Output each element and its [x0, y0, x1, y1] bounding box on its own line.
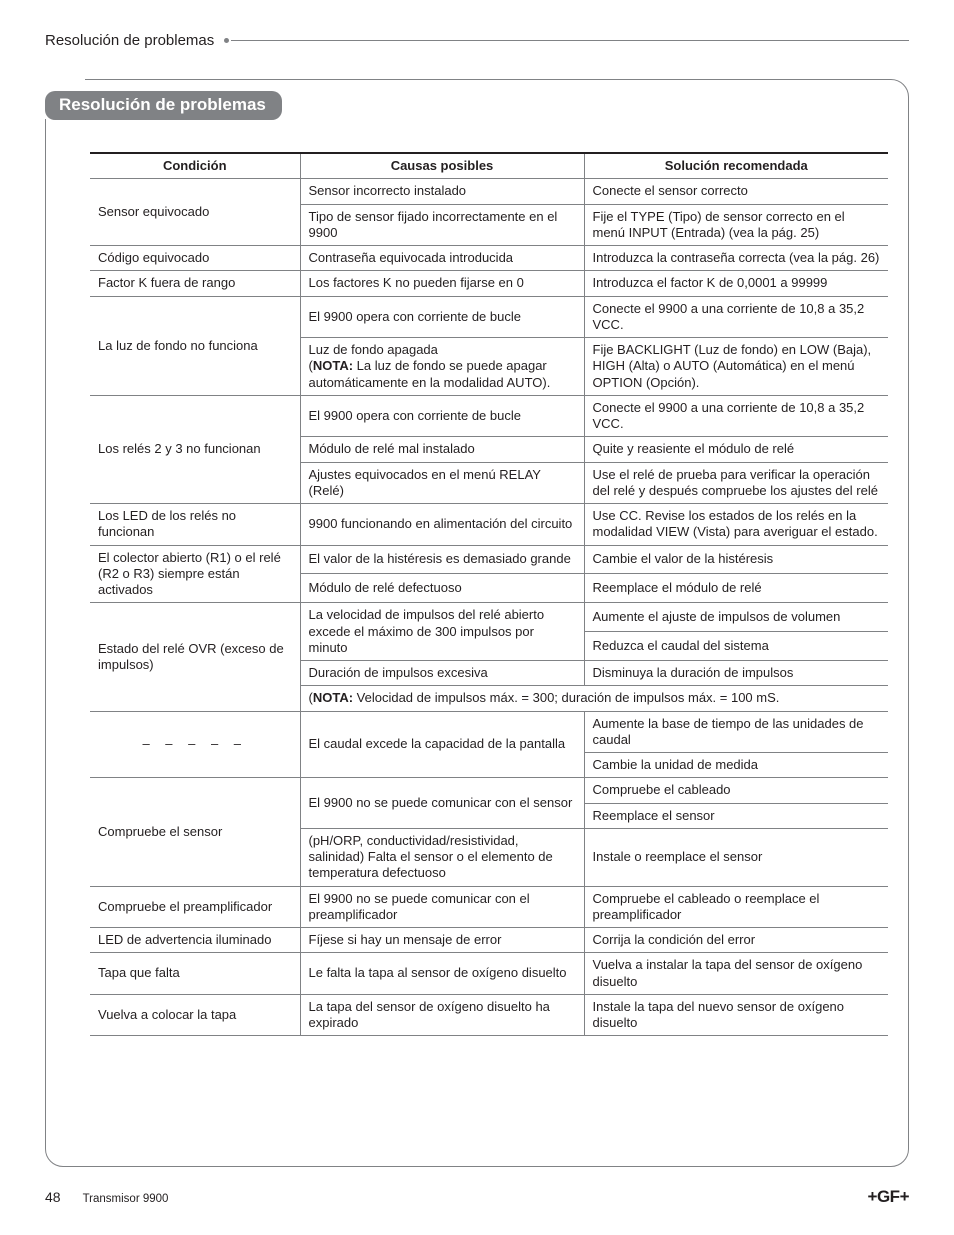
- cond-cell: Vuelva a colocar la tapa: [90, 994, 300, 1036]
- sol-cell: Cambie el valor de la histéresis: [584, 545, 888, 574]
- note-label: NOTA:: [313, 358, 353, 373]
- cause-cell: El 9900 opera con corriente de bucle: [300, 395, 584, 437]
- table-row: Compruebe el sensor El 9900 no se puede …: [90, 778, 888, 803]
- gf-logo: +GF+: [868, 1187, 909, 1207]
- cause-cell: El 9900 opera con corriente de bucle: [300, 296, 584, 338]
- cause-text-a: Luz de fondo apagada: [309, 342, 438, 357]
- sol-cell: Compruebe el cableado: [584, 778, 888, 803]
- cond-cell: Compruebe el preamplificador: [90, 886, 300, 928]
- cause-cell: El 9900 no se puede comunicar con el sen…: [300, 778, 584, 829]
- table-row: Código equivocado Contraseña equivocada …: [90, 246, 888, 271]
- note-cell: (NOTA: Velocidad de impulsos máx. = 300;…: [300, 686, 888, 711]
- sol-cell: Introduzca la contraseña correcta (vea l…: [584, 246, 888, 271]
- cause-cell: El 9900 no se puede comunicar con el pre…: [300, 886, 584, 928]
- col-solution: Solución recomendada: [584, 153, 888, 179]
- header-rule: [231, 40, 909, 41]
- troubleshooting-table-wrap: Condición Causas posibles Solución recom…: [90, 152, 888, 1036]
- sol-cell: Conecte el sensor correcto: [584, 179, 888, 204]
- sol-cell: Reemplace el módulo de relé: [584, 574, 888, 603]
- col-condition: Condición: [90, 153, 300, 179]
- cond-cell: LED de advertencia iluminado: [90, 928, 300, 953]
- table-row: Los relés 2 y 3 no funcionan El 9900 ope…: [90, 395, 888, 437]
- note-label: NOTA:: [313, 690, 353, 705]
- cond-cell: La luz de fondo no funciona: [90, 296, 300, 395]
- sol-cell: Vuelva a instalar la tapa del sensor de …: [584, 953, 888, 995]
- sol-cell: Reduzca el caudal del sistema: [584, 632, 888, 661]
- table-row: Compruebe el preamplificador El 9900 no …: [90, 886, 888, 928]
- table-row: Factor K fuera de rango Los factores K n…: [90, 271, 888, 296]
- sol-cell: Aumente el ajuste de impulsos de volumen: [584, 603, 888, 632]
- table-row: La luz de fondo no funciona El 9900 oper…: [90, 296, 888, 338]
- cause-cell: Tipo de sensor fijado incorrectamente en…: [300, 204, 584, 246]
- table-header-row: Condición Causas posibles Solución recom…: [90, 153, 888, 179]
- cause-cell: El caudal excede la capacidad de la pant…: [300, 711, 584, 778]
- troubleshooting-table: Condición Causas posibles Solución recom…: [90, 152, 888, 1036]
- cause-cell: Contraseña equivocada introducida: [300, 246, 584, 271]
- footer-left: 48 Transmisor 9900: [45, 1189, 168, 1205]
- content-frame: Resolución de problemas Condición Causas…: [45, 79, 909, 1167]
- table-row: Tapa que falta Le falta la tapa al senso…: [90, 953, 888, 995]
- cause-cell: Le falta la tapa al sensor de oxígeno di…: [300, 953, 584, 995]
- cause-cell: La velocidad de impulsos del relé abiert…: [300, 603, 584, 661]
- cause-cell: Los factores K no pueden fijarse en 0: [300, 271, 584, 296]
- sol-cell: Use el relé de prueba para verificar la …: [584, 462, 888, 504]
- page-footer: 48 Transmisor 9900 +GF+: [45, 1187, 909, 1207]
- cause-cell: Módulo de relé defectuoso: [300, 574, 584, 603]
- cause-cell: Módulo de relé mal instalado: [300, 437, 584, 462]
- sol-cell: Fije BACKLIGHT (Luz de fondo) en LOW (Ba…: [584, 338, 888, 396]
- running-header: Resolución de problemas: [45, 32, 909, 49]
- doc-title: Transmisor 9900: [83, 1193, 169, 1205]
- table-row: LED de advertencia iluminado Fíjese si h…: [90, 928, 888, 953]
- cause-cell: 9900 funcionando en alimentación del cir…: [300, 504, 584, 546]
- sol-cell: Use CC. Revise los estados de los relés …: [584, 504, 888, 546]
- sol-cell: Fije el TYPE (Tipo) de sensor correcto e…: [584, 204, 888, 246]
- cause-cell: Ajustes equivocados en el menú RELAY (Re…: [300, 462, 584, 504]
- sol-cell: Cambie la unidad de medida: [584, 753, 888, 778]
- cause-cell: El valor de la histéresis es demasiado g…: [300, 545, 584, 574]
- page: Resolución de problemas Resolución de pr…: [0, 0, 954, 1235]
- sol-cell: Aumente la base de tiempo de las unidade…: [584, 711, 888, 753]
- table-row: Vuelva a colocar la tapa La tapa del sen…: [90, 994, 888, 1036]
- sol-cell: Quite y reasiente el módulo de relé: [584, 437, 888, 462]
- cause-cell: Sensor incorrecto instalado: [300, 179, 584, 204]
- table-row: Los LED de los relés no funcionan 9900 f…: [90, 504, 888, 546]
- table-row: – – – – – El caudal excede la capacidad …: [90, 711, 888, 753]
- cond-cell: Factor K fuera de rango: [90, 271, 300, 296]
- col-causes: Causas posibles: [300, 153, 584, 179]
- sol-cell: Reemplace el sensor: [584, 803, 888, 828]
- cond-cell: Tapa que falta: [90, 953, 300, 995]
- section-title-tab: Resolución de problemas: [45, 91, 282, 120]
- sol-cell: Compruebe el cableado o reemplace el pre…: [584, 886, 888, 928]
- cond-cell: Código equivocado: [90, 246, 300, 271]
- header-bullet: [224, 38, 229, 43]
- page-number: 48: [45, 1189, 61, 1205]
- cause-cell: Duración de impulsos excesiva: [300, 661, 584, 686]
- note-text: Velocidad de impulsos máx. = 300; duraci…: [353, 690, 779, 705]
- cause-cell: (pH/ORP, conductividad/resistividad, sal…: [300, 828, 584, 886]
- cond-cell-dashes: – – – – –: [90, 711, 300, 778]
- sol-cell: Instale o reemplace el sensor: [584, 828, 888, 886]
- cond-cell: Sensor equivocado: [90, 179, 300, 246]
- sol-cell: Introduzca el factor K de 0,0001 a 99999: [584, 271, 888, 296]
- cond-cell: Los relés 2 y 3 no funcionan: [90, 395, 300, 503]
- sol-cell: Disminuya la duración de impulsos: [584, 661, 888, 686]
- cause-cell: Luz de fondo apagada (NOTA: La luz de fo…: [300, 338, 584, 396]
- running-title: Resolución de problemas: [45, 32, 224, 49]
- cause-cell: La tapa del sensor de oxígeno disuelto h…: [300, 994, 584, 1036]
- sol-cell: Conecte el 9900 a una corriente de 10,8 …: [584, 395, 888, 437]
- table-row: Sensor equivocado Sensor incorrecto inst…: [90, 179, 888, 204]
- cond-cell: Estado del relé OVR (exceso de impulsos): [90, 603, 300, 711]
- table-row: Estado del relé OVR (exceso de impulsos)…: [90, 603, 888, 632]
- sol-cell: Conecte el 9900 a una corriente de 10,8 …: [584, 296, 888, 338]
- sol-cell: Corrija la condición del error: [584, 928, 888, 953]
- table-row: El colector abierto (R1) o el relé (R2 o…: [90, 545, 888, 574]
- cond-cell: El colector abierto (R1) o el relé (R2 o…: [90, 545, 300, 603]
- cause-cell: Fíjese si hay un mensaje de error: [300, 928, 584, 953]
- cond-cell: Los LED de los relés no funcionan: [90, 504, 300, 546]
- sol-cell: Instale la tapa del nuevo sensor de oxíg…: [584, 994, 888, 1036]
- cond-cell: Compruebe el sensor: [90, 778, 300, 886]
